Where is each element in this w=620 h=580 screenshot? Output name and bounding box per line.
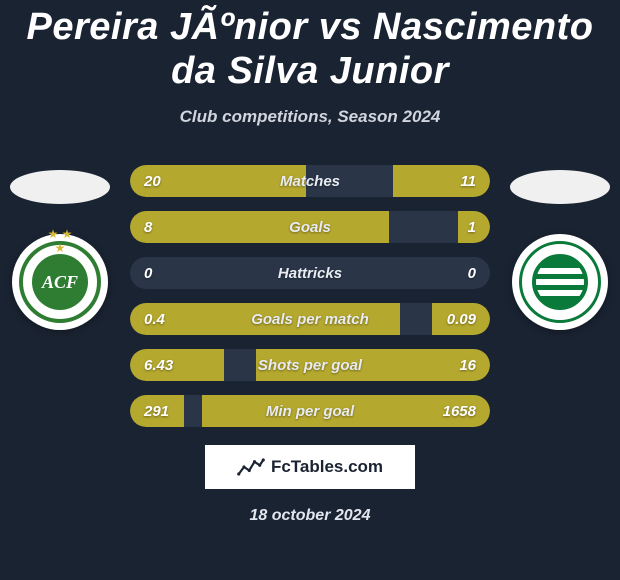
goias-badge <box>519 241 601 323</box>
stat-label: Goals per match <box>130 311 490 328</box>
chapecoense-badge-text: ACF <box>32 254 88 310</box>
stat-row: 6.4316Shots per goal <box>130 349 490 381</box>
chapecoense-badge: ★ ★ ★ ACF <box>19 241 101 323</box>
stats-table: 2011Matches 81Goals 00Hattricks 0.40.09Goal… <box>130 165 490 427</box>
fctables-logo-icon <box>237 456 265 478</box>
player-left-column: ★ ★ ★ ACF <box>5 170 115 330</box>
player-left-photo-placeholder <box>10 170 110 204</box>
chapecoense-stars-icon: ★ ★ ★ <box>42 227 79 255</box>
goias-badge-inner <box>536 258 584 306</box>
stat-row: 2911658Min per goal <box>130 395 490 427</box>
stat-row: 00Hattricks <box>130 257 490 289</box>
page-title: Pereira JÃºnior vs Nascimento da Silva J… <box>0 0 620 93</box>
club-badge-left: ★ ★ ★ ACF <box>12 234 108 330</box>
stat-label: Hattricks <box>130 265 490 282</box>
stat-label: Min per goal <box>130 403 490 420</box>
stat-row: 81Goals <box>130 211 490 243</box>
player-right-column <box>505 170 615 330</box>
club-badge-right <box>512 234 608 330</box>
player-right-photo-placeholder <box>510 170 610 204</box>
stat-row: 2011Matches <box>130 165 490 197</box>
stat-label: Matches <box>130 173 490 190</box>
stat-label: Shots per goal <box>130 357 490 374</box>
branding-text: FcTables.com <box>271 457 383 477</box>
branding-box: FcTables.com <box>205 445 415 489</box>
subtitle: Club competitions, Season 2024 <box>0 107 620 127</box>
date-text: 18 october 2024 <box>0 507 620 525</box>
stat-row: 0.40.09Goals per match <box>130 303 490 335</box>
stat-label: Goals <box>130 219 490 236</box>
